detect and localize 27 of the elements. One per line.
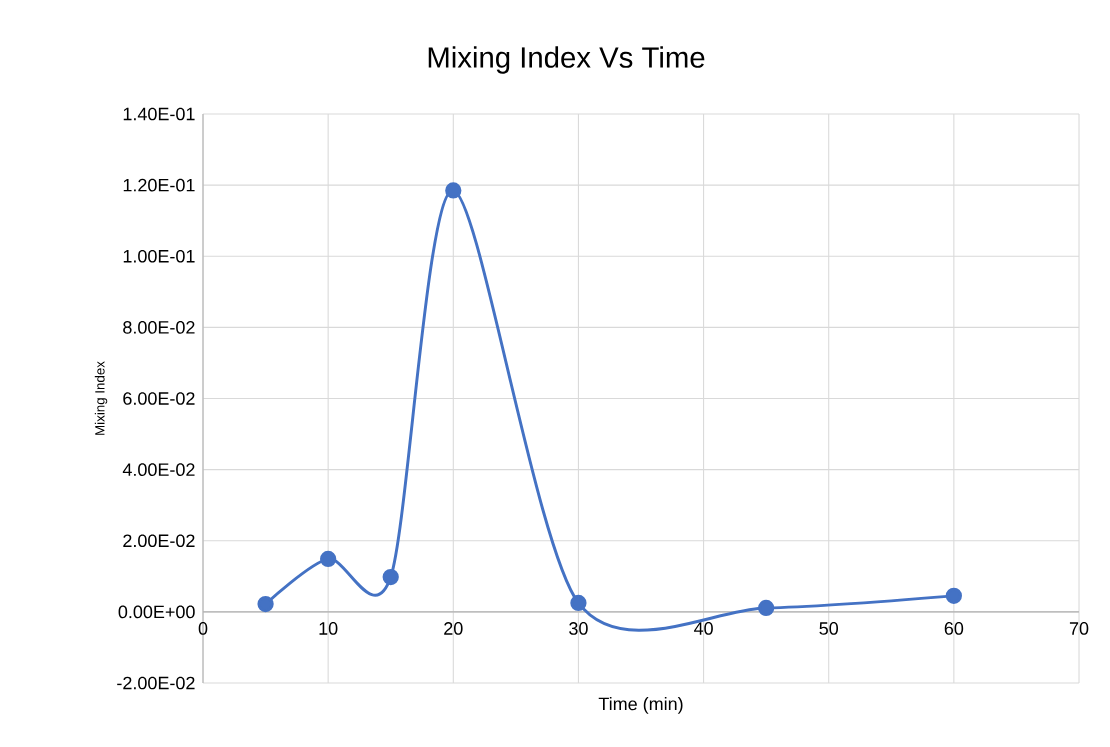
x-tick-label: 10	[319, 622, 338, 635]
x-tick-label: 30	[569, 622, 588, 635]
y-tick-label: 6.00E-02	[123, 392, 195, 405]
point	[945, 587, 962, 605]
y-tick-label: 2.00E-02	[123, 534, 195, 548]
x-tick-label: 40	[693, 622, 713, 635]
point	[445, 182, 462, 199]
y-tick-label: 4.00E-02	[122, 463, 195, 476]
point	[382, 568, 399, 586]
chart-title: Mixing Index Vs Time	[428, 46, 705, 74]
point	[758, 599, 775, 617]
point	[320, 550, 337, 568]
y-tick-label: 1.40E-01	[123, 107, 195, 121]
x-tick-label: 70	[1069, 622, 1089, 635]
x-axis-title: Time (min)	[598, 697, 683, 714]
y-tick-label: 8.00E-02	[123, 321, 195, 334]
point	[257, 595, 274, 613]
x-tick-label: 50	[819, 622, 839, 635]
point	[570, 594, 587, 612]
y-axis-title: Mixing Index	[94, 361, 108, 435]
x-tick-label: 20	[444, 622, 463, 635]
y-tick-label: -2.00E-02	[117, 676, 195, 690]
x-tick-label: 0	[198, 622, 208, 635]
x-tick-label: 60	[944, 622, 964, 635]
y-tick-label: 1.20E-01	[123, 178, 195, 192]
y-tick-label: 0.00E+00	[118, 605, 195, 619]
y-tick-label: 1.00E-01	[123, 249, 195, 263]
